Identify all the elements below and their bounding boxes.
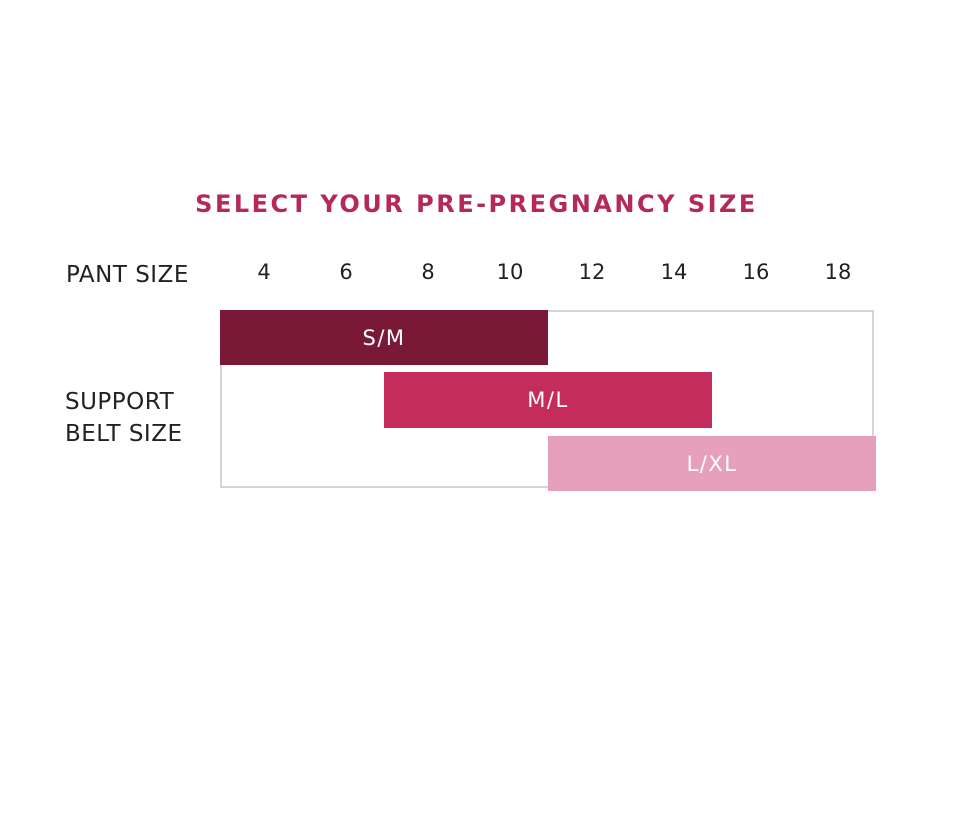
support-belt-size-label-line-1: SUPPORT [65, 389, 175, 415]
size-bar-m-l: M/L [384, 372, 712, 428]
pant-size-tick: 10 [496, 260, 524, 284]
pant-size-tick: 8 [421, 260, 435, 284]
pant-size-label: PANT SIZE [66, 262, 189, 288]
support-belt-size-label: SUPPORT BELT SIZE [65, 386, 183, 450]
pant-size-tick: 16 [742, 260, 770, 284]
support-belt-size-label-line-2: BELT SIZE [65, 421, 183, 447]
pant-size-tick: 6 [339, 260, 353, 284]
pant-size-tick: 18 [824, 260, 852, 284]
pant-size-tick: 14 [660, 260, 688, 284]
size-bar-l-xl: L/XL [548, 436, 876, 491]
chart-title: SELECT YOUR PRE-PREGNANCY SIZE [195, 190, 758, 218]
pant-size-tick: 12 [578, 260, 606, 284]
pant-size-tick: 4 [257, 260, 271, 284]
size-bar-s-m: S/M [220, 310, 548, 365]
